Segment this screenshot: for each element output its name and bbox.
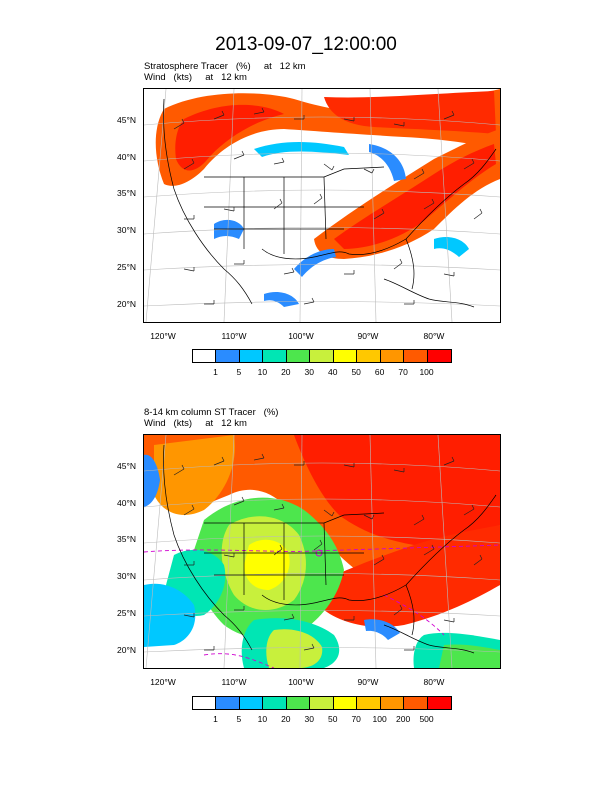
colorbar-label: 20	[281, 714, 291, 724]
colorbar-swatch	[357, 350, 381, 362]
panel1-lon-label: 80°W	[423, 331, 445, 341]
colorbar-label: 50	[327, 714, 338, 724]
colorbar-label: 70	[351, 714, 361, 724]
panel1-subtitle-line2: Wind (kts) at 12 km	[144, 72, 247, 83]
panel1-map-graphic	[144, 89, 500, 322]
panel1-colorbar	[192, 349, 452, 363]
colorbar-swatch	[193, 697, 217, 709]
panel2-lat-label: 40°N	[117, 498, 136, 508]
colorbar-label: 30	[304, 714, 314, 724]
panel1-lat-label: 20°N	[117, 299, 136, 309]
colorbar-swatch	[404, 350, 428, 362]
colorbar-label: 5	[236, 714, 242, 724]
panel2-map-graphic	[144, 435, 500, 668]
colorbar-swatch	[193, 350, 217, 362]
colorbar-label: 5	[236, 367, 242, 377]
colorbar-label: 1	[213, 367, 218, 377]
colorbar-swatch	[333, 697, 358, 709]
panel1-lat-label: 30°N	[117, 225, 136, 235]
colorbar-swatch	[427, 697, 451, 709]
colorbar-swatch	[216, 350, 240, 362]
colorbar-label: 70	[398, 367, 408, 377]
colorbar-swatch	[380, 697, 405, 709]
colorbar-label: 1	[213, 714, 218, 724]
panel1-lat-label: 25°N	[117, 262, 136, 272]
colorbar-swatch	[239, 350, 264, 362]
panel2-lon-label: 80°W	[423, 677, 445, 687]
panel2-colorbar	[192, 696, 452, 710]
colorbar-swatch	[404, 697, 428, 709]
panel2-lat-label: 30°N	[117, 571, 136, 581]
colorbar-label: 500	[419, 714, 434, 724]
colorbar-label: 100	[419, 367, 434, 377]
colorbar-swatch	[216, 697, 240, 709]
panel2-lon-label: 120°W	[150, 677, 176, 687]
colorbar-swatch	[263, 350, 287, 362]
colorbar-label: 200	[395, 714, 411, 724]
panel2-lat-label: 25°N	[117, 608, 136, 618]
panel1-map	[143, 88, 501, 323]
panel1-lat-label: 45°N	[117, 115, 136, 125]
colorbar-label: 100	[372, 714, 387, 724]
panel2-map	[143, 434, 501, 669]
colorbar-swatch	[333, 350, 358, 362]
panel1-lat-label: 40°N	[117, 152, 136, 162]
panel1-lon-label: 100°W	[288, 331, 314, 341]
colorbar-label: 10	[257, 714, 268, 724]
colorbar-swatch	[286, 697, 311, 709]
colorbar-swatch	[380, 350, 405, 362]
panel2-lat-label: 45°N	[117, 461, 136, 471]
colorbar-swatch	[263, 697, 287, 709]
colorbar-label: 10	[257, 367, 268, 377]
panel2-subtitle-line1: 8-14 km column ST Tracer (%)	[144, 407, 279, 418]
panel1-lon-label: 90°W	[357, 331, 379, 341]
panel2-lon-label: 90°W	[357, 677, 379, 687]
colorbar-swatch	[427, 350, 451, 362]
panel2-lon-label: 100°W	[288, 677, 314, 687]
colorbar-label: 50	[351, 367, 361, 377]
colorbar-swatch	[357, 697, 381, 709]
figure-title: 2013-09-07_12:00:00	[215, 34, 397, 55]
panel1-lat-label: 35°N	[117, 188, 136, 198]
colorbar-swatch	[286, 350, 311, 362]
panel2-subtitle-line2: Wind (kts) at 12 km	[144, 418, 247, 429]
colorbar-swatch	[239, 697, 264, 709]
panel2-lat-label: 35°N	[117, 534, 136, 544]
panel1-lon-label: 120°W	[150, 331, 176, 341]
colorbar-label: 20	[281, 367, 291, 377]
colorbar-swatch	[310, 697, 334, 709]
panel1-lon-label: 110°W	[221, 331, 247, 341]
panel2-lat-label: 20°N	[117, 645, 136, 655]
colorbar-label: 30	[304, 367, 314, 377]
colorbar-label: 60	[374, 367, 385, 377]
colorbar-swatch	[310, 350, 334, 362]
panel2-lon-label: 110°W	[221, 677, 247, 687]
panel1-subtitle-line1: Stratosphere Tracer (%) at 12 km	[144, 61, 306, 72]
colorbar-label: 40	[327, 367, 338, 377]
